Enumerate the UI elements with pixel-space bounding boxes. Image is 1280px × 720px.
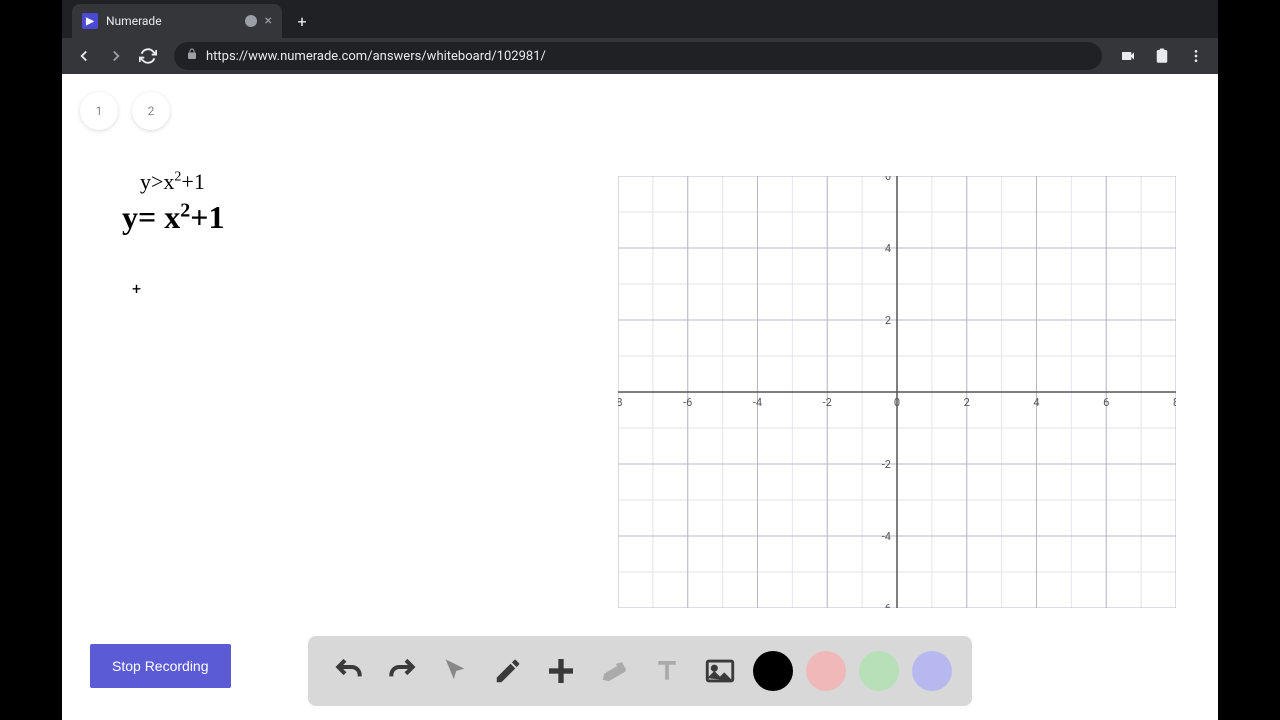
svg-text:-6: -6 (683, 396, 692, 409)
page-tab-2[interactable]: 2 (132, 92, 170, 130)
new-tab-button[interactable]: + (288, 7, 316, 35)
extension-icon[interactable] (1148, 42, 1176, 70)
pointer-tool[interactable] (435, 651, 475, 691)
color-blue[interactable] (912, 651, 952, 691)
svg-text:0: 0 (894, 396, 900, 409)
svg-text:6: 6 (885, 176, 891, 183)
svg-text:2: 2 (885, 314, 891, 327)
reload-button[interactable] (134, 42, 162, 70)
svg-text:-2: -2 (882, 458, 891, 471)
svg-text:-8: -8 (618, 396, 623, 409)
svg-text:8: 8 (1173, 396, 1176, 409)
plus-tool[interactable] (541, 651, 581, 691)
tab-title: Numerade (106, 14, 237, 28)
pencil-tool[interactable] (488, 651, 528, 691)
browser-window: ▶ Numerade × + https://www.numerade.com/… (62, 0, 1218, 720)
eraser-tool[interactable] (594, 651, 634, 691)
address-bar: https://www.numerade.com/answers/whitebo… (62, 38, 1218, 74)
graph-svg: -8 -6 -4 -2 0 2 4 6 8 2 4 6 -2 -4 -6 (618, 176, 1176, 608)
svg-text:-2: -2 (823, 396, 832, 409)
text-tool[interactable] (647, 651, 687, 691)
image-tool[interactable] (700, 651, 740, 691)
svg-text:6: 6 (1103, 396, 1109, 409)
forward-button[interactable] (102, 42, 130, 70)
whiteboard-content: 1 2 y>x2+1 y= x2+1 + -8-6-4-202468246-2-… (62, 74, 1218, 720)
handwritten-equation: y= x2+1 (122, 199, 224, 236)
page-tabs: 1 2 (80, 92, 170, 130)
cursor-indicator: + (132, 279, 141, 298)
url-field[interactable]: https://www.numerade.com/answers/whitebo… (174, 42, 1102, 70)
redo-button[interactable] (382, 651, 422, 691)
audio-indicator-icon[interactable] (245, 15, 257, 27)
color-pink[interactable] (806, 651, 846, 691)
browser-tab[interactable]: ▶ Numerade × (72, 4, 282, 38)
color-green[interactable] (859, 651, 899, 691)
page-tab-1[interactable]: 1 (80, 92, 118, 130)
stop-recording-button[interactable]: Stop Recording (90, 644, 231, 688)
back-button[interactable] (70, 42, 98, 70)
color-black[interactable] (753, 651, 793, 691)
svg-text:4: 4 (1033, 396, 1039, 409)
svg-text:-4: -4 (882, 530, 891, 543)
favicon: ▶ (82, 13, 98, 29)
close-tab-icon[interactable]: × (265, 13, 272, 29)
svg-text:2: 2 (964, 396, 970, 409)
equations-area: y>x2+1 y= x2+1 (122, 169, 224, 236)
camera-icon[interactable] (1114, 42, 1142, 70)
svg-text:-6: -6 (882, 602, 891, 608)
menu-icon[interactable] (1182, 42, 1210, 70)
coordinate-graph[interactable]: -8 -6 -4 -2 0 2 4 6 8 2 4 6 -2 -4 -6 (618, 176, 1176, 608)
lock-icon (186, 48, 198, 64)
undo-button[interactable] (329, 651, 369, 691)
tab-bar: ▶ Numerade × + (62, 0, 1218, 38)
svg-text:-4: -4 (753, 396, 762, 409)
drawing-toolbar (308, 636, 972, 706)
url-text: https://www.numerade.com/answers/whitebo… (206, 49, 546, 64)
svg-text:4: 4 (885, 242, 891, 255)
typed-equation: y>x2+1 (140, 169, 224, 195)
